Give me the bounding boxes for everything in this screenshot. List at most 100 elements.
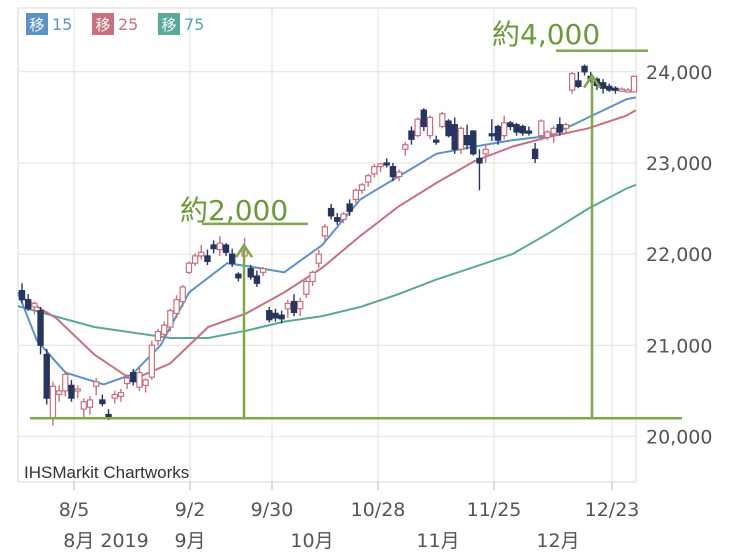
candle-body-down	[68, 384, 75, 399]
candle	[327, 203, 335, 220]
candle-body-down	[599, 82, 607, 89]
candle	[439, 111, 446, 129]
candle	[290, 294, 298, 317]
candle-body-down	[290, 300, 298, 314]
legend-label: 移	[161, 16, 176, 34]
candle	[247, 265, 254, 280]
candle-body-down	[575, 80, 582, 87]
candle-body-down	[99, 399, 106, 405]
candle	[68, 379, 75, 402]
x-tick-label: 10/28	[351, 499, 406, 521]
candle	[562, 122, 570, 134]
legend-label: 移	[29, 16, 44, 34]
candle	[488, 119, 496, 142]
candle	[408, 126, 415, 145]
candle	[198, 245, 205, 260]
candle	[513, 122, 520, 136]
candle-body-down	[278, 314, 285, 320]
candle-body-down	[210, 244, 217, 250]
candle	[500, 115, 508, 140]
candle	[531, 142, 539, 163]
candle-body-up	[55, 390, 63, 396]
candle	[556, 117, 564, 136]
y-tick-label: 21,000	[646, 335, 712, 357]
candle	[303, 279, 310, 298]
candle-body-up	[624, 89, 632, 93]
candle-body-up	[179, 286, 186, 303]
candle	[364, 173, 372, 187]
candle-body-up	[49, 385, 57, 419]
candle	[395, 169, 403, 182]
candle	[624, 88, 632, 93]
candle-body-down	[581, 65, 588, 73]
candle-body-up	[62, 373, 69, 392]
gain-2000-label: 約2,000	[180, 194, 288, 227]
month-label: 11月	[416, 530, 459, 552]
candle	[389, 162, 397, 182]
month-label: 12月	[536, 530, 579, 552]
candle-body-down	[519, 125, 526, 134]
candle	[420, 108, 428, 132]
candle	[426, 115, 434, 140]
legend: 移 15 移 25 移 75	[26, 13, 204, 35]
candle	[160, 321, 168, 340]
candle-body-down	[470, 130, 477, 155]
candle-body-down	[606, 85, 613, 91]
candle-body-up	[402, 144, 409, 150]
candle-body-up	[136, 372, 143, 388]
candle	[55, 385, 63, 402]
candle	[191, 253, 199, 266]
candle	[340, 212, 347, 224]
candle-body-up	[457, 127, 465, 150]
candle	[37, 306, 44, 355]
candle	[204, 249, 211, 266]
candle	[575, 71, 582, 89]
legend-period: 15	[52, 15, 72, 34]
candle-body-down	[389, 166, 397, 178]
candle-body-up	[173, 299, 180, 314]
candle	[173, 295, 180, 318]
chart-grid	[17, 7, 637, 483]
candle	[148, 340, 156, 380]
month-label: 10月	[290, 530, 333, 552]
gain-4000-arrow-head	[582, 73, 602, 89]
candle-body-up	[167, 310, 174, 328]
gain-4000-label: 約4,000	[492, 18, 600, 51]
candle	[266, 306, 273, 323]
candles	[18, 64, 638, 426]
candle	[18, 283, 26, 304]
candle-body-down	[43, 353, 50, 399]
candle	[451, 117, 458, 154]
candle-body-up	[148, 344, 156, 378]
candle-body-down	[204, 255, 211, 263]
y-tick-label: 24,000	[646, 62, 712, 84]
candle	[377, 162, 384, 173]
candle-body-down	[253, 275, 261, 284]
source-credit: IHSMarkit Chartworks	[24, 463, 189, 482]
candle	[86, 396, 94, 415]
candle-body-up	[86, 399, 94, 408]
candle-body-up	[259, 268, 267, 273]
candle	[581, 64, 588, 76]
candle-body-up	[371, 166, 378, 175]
candle-body-down	[507, 122, 514, 128]
candle-body-up	[482, 148, 489, 155]
candle	[457, 126, 465, 154]
candle-body-down	[408, 130, 415, 140]
candle-body-up	[92, 381, 100, 387]
candle	[24, 294, 32, 311]
x-tick-label: 9/30	[251, 499, 294, 521]
candle	[599, 79, 607, 94]
legend-item-ma15: 移 15	[26, 13, 72, 35]
candle	[284, 299, 292, 318]
candle	[550, 126, 557, 143]
candle	[235, 272, 242, 282]
candle	[476, 149, 483, 191]
legend-period: 75	[184, 15, 204, 34]
ma75-line	[17, 183, 637, 339]
candle-body-down	[612, 87, 619, 91]
candle-body-down	[525, 130, 533, 134]
candle-body-up	[550, 127, 557, 135]
candle	[123, 374, 131, 390]
